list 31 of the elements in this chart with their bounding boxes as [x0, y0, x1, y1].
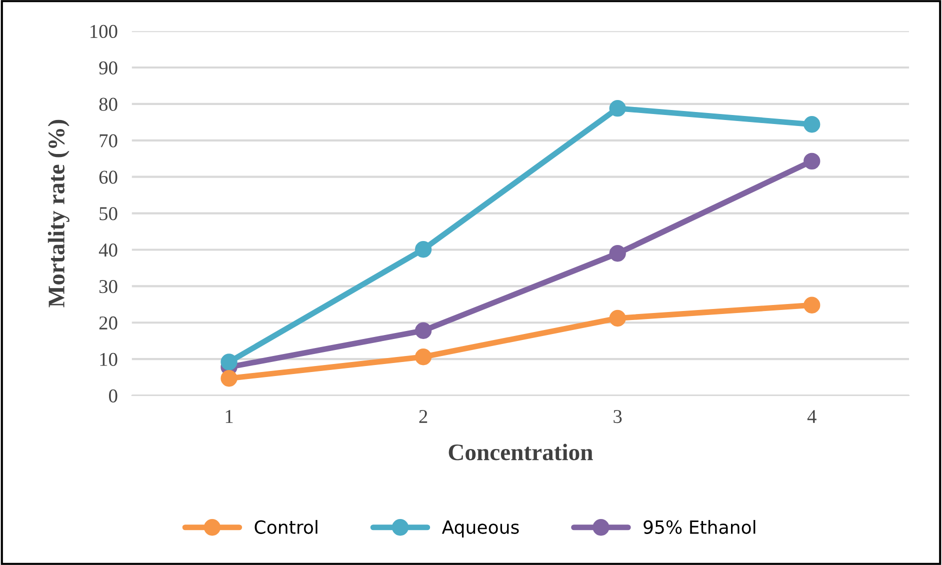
y-axis-title: Mortality rate (%) — [48, 120, 70, 308]
y-tick-label: 20 — [99, 316, 118, 330]
x-tick-label: 3 — [614, 410, 622, 424]
legend-label: Aqueous — [442, 520, 519, 538]
x-tick-label: 2 — [419, 410, 428, 423]
point — [220, 370, 238, 387]
point — [804, 116, 820, 133]
legend-label: 95% Ethanol — [644, 520, 756, 534]
legend-label: Control — [254, 520, 318, 534]
point — [414, 348, 432, 366]
y-tick-label: 50 — [100, 207, 118, 220]
y-tick-label: 0 — [109, 389, 118, 402]
y-tick-label: 90 — [99, 61, 118, 74]
point — [609, 310, 626, 327]
y-tick-label: 80 — [99, 98, 118, 111]
point — [220, 354, 238, 370]
x-axis-title: Concentration — [448, 444, 593, 460]
point — [804, 296, 820, 314]
y-tick-label: 60 — [99, 170, 118, 184]
y-tick-label: 40 — [98, 244, 118, 257]
y-tick-label: 30 — [99, 280, 118, 294]
point — [609, 100, 626, 117]
y-tick-label: 100 — [90, 24, 118, 38]
y-tick-label: 10 — [100, 352, 118, 366]
point — [804, 152, 820, 170]
x-tick-label: 1 — [226, 410, 233, 423]
point — [414, 322, 432, 339]
point — [414, 241, 432, 258]
y-tick-label: 70 — [100, 134, 118, 148]
x-tick-label: 4 — [807, 410, 816, 423]
point — [609, 245, 626, 262]
